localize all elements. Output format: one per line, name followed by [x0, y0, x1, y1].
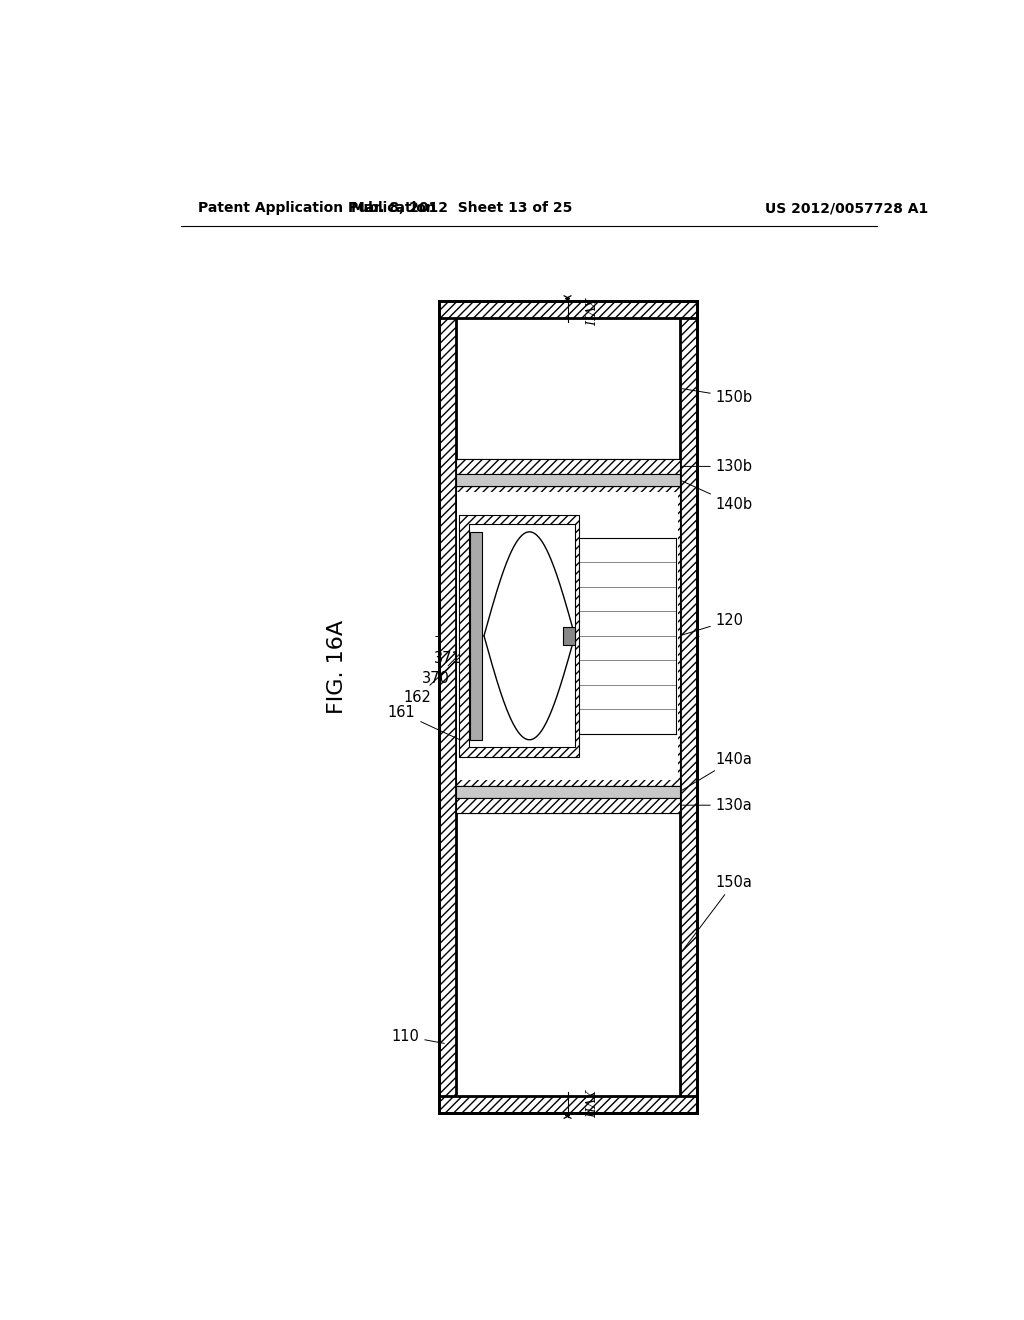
Text: 150a: 150a — [681, 875, 753, 952]
Text: 140b: 140b — [682, 480, 753, 512]
Polygon shape — [457, 492, 678, 780]
Polygon shape — [460, 515, 579, 756]
Polygon shape — [456, 813, 680, 1096]
Polygon shape — [456, 318, 680, 459]
Text: XVII: XVII — [582, 1089, 594, 1117]
Polygon shape — [456, 797, 680, 813]
Text: XVII: XVII — [582, 297, 594, 325]
Polygon shape — [469, 524, 574, 747]
Polygon shape — [470, 532, 482, 739]
Polygon shape — [680, 301, 696, 1113]
Text: 161: 161 — [388, 705, 461, 741]
Text: 110: 110 — [391, 1028, 444, 1044]
Text: Mar. 8, 2012  Sheet 13 of 25: Mar. 8, 2012 Sheet 13 of 25 — [351, 202, 572, 215]
Polygon shape — [438, 301, 696, 318]
Text: US 2012/0057728 A1: US 2012/0057728 A1 — [765, 202, 929, 215]
Polygon shape — [456, 474, 680, 486]
Polygon shape — [438, 301, 456, 1113]
Polygon shape — [563, 627, 574, 645]
Text: Patent Application Publication: Patent Application Publication — [199, 202, 436, 215]
Text: 150b: 150b — [682, 388, 753, 405]
Text: 120: 120 — [682, 612, 743, 635]
Text: 162: 162 — [403, 638, 480, 705]
Text: 130a: 130a — [682, 797, 753, 813]
Polygon shape — [456, 486, 680, 785]
Polygon shape — [456, 459, 680, 474]
Text: 140a: 140a — [682, 751, 753, 791]
Text: 370: 370 — [422, 607, 505, 685]
Polygon shape — [438, 1096, 696, 1113]
Text: FIG. 16A: FIG. 16A — [327, 619, 347, 714]
Polygon shape — [456, 785, 680, 797]
Text: 130b: 130b — [682, 459, 753, 474]
Text: 371: 371 — [434, 636, 560, 667]
